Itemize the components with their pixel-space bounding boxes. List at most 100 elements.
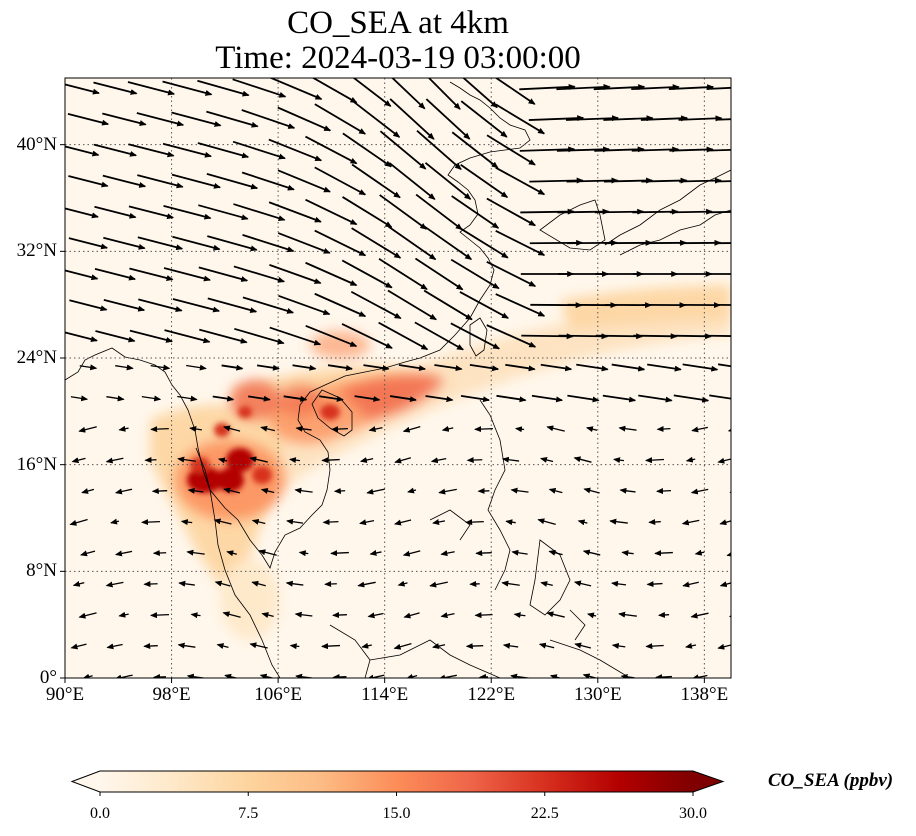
wind-arrow xyxy=(277,106,332,132)
wind-arrow xyxy=(631,84,680,91)
wind-arrow xyxy=(430,457,447,464)
wind-arrow xyxy=(546,425,565,432)
wind-arrow xyxy=(103,298,146,312)
wind-arrow xyxy=(102,112,147,126)
wind-arrow xyxy=(389,98,435,140)
wind-arrow xyxy=(621,550,634,557)
wind-arrow xyxy=(110,518,120,525)
wind-arrow xyxy=(118,425,129,432)
wind-arrow xyxy=(163,267,211,282)
wind-arrow xyxy=(681,519,700,526)
wind-arrow xyxy=(295,425,312,432)
wind-arrow xyxy=(431,643,446,649)
wind-arrow xyxy=(292,364,317,371)
wind-arrow xyxy=(268,201,322,223)
wind-arrow xyxy=(150,426,169,433)
wind-arrow xyxy=(150,364,171,371)
wind-arrow xyxy=(495,166,546,196)
wind-arrow xyxy=(440,612,455,619)
wind-arrow xyxy=(573,456,592,463)
wind-arrow xyxy=(129,329,174,343)
wind-arrow xyxy=(379,194,428,230)
wind-arrow xyxy=(260,487,275,494)
wind-arrow xyxy=(682,581,699,588)
wind-arrow xyxy=(459,291,509,319)
wind-arrow xyxy=(80,550,96,557)
lat-tick-label: 16°N xyxy=(16,453,57,475)
wind-arrow xyxy=(394,457,412,464)
wind-arrow xyxy=(305,261,358,287)
wind-arrow xyxy=(486,324,537,348)
wind-arrow xyxy=(537,518,556,525)
wind-arrow xyxy=(565,115,619,122)
wind-arrow xyxy=(486,197,537,227)
wind-arrow xyxy=(494,78,536,105)
wind-arrow xyxy=(425,98,471,140)
wind-arrow xyxy=(216,643,229,650)
wind-arrow xyxy=(95,330,136,343)
lon-tick-label: 138°E xyxy=(680,684,729,705)
wind-arrow xyxy=(475,550,492,557)
wind-arrow xyxy=(217,457,228,464)
wind-arrow xyxy=(669,208,714,215)
wind-arrow xyxy=(577,519,588,526)
wind-arrow xyxy=(573,580,592,587)
wind-arrow xyxy=(393,642,412,650)
wind-arrow xyxy=(682,363,719,372)
wind-arrow xyxy=(332,674,347,678)
wind-arrow xyxy=(450,322,501,350)
wind-arrow xyxy=(719,519,731,526)
wind-arrow xyxy=(172,298,221,313)
wind-arrow xyxy=(251,580,266,587)
wind-arrow xyxy=(708,334,731,337)
wind-arrow xyxy=(462,78,498,109)
wind-arrow xyxy=(81,488,95,494)
wind-arrow xyxy=(127,81,176,96)
wind-arrow xyxy=(180,519,193,526)
wind-arrow xyxy=(726,550,731,557)
wind-arrow xyxy=(510,487,529,494)
wind-arrow xyxy=(294,611,313,618)
wind-arrow xyxy=(685,456,696,463)
wind-arrow xyxy=(115,364,134,371)
lat-tick-label: 32°N xyxy=(16,240,57,262)
wind-arrow xyxy=(465,519,484,526)
wind-arrow xyxy=(106,643,123,650)
wind-arrow xyxy=(540,581,553,587)
wind-arrow xyxy=(249,642,268,649)
wind-arrow xyxy=(513,612,526,619)
colorbar-tick-label: 15.0 xyxy=(382,805,411,822)
wind-arrow xyxy=(78,426,97,433)
wind-arrow xyxy=(277,169,331,193)
wind-arrow xyxy=(389,395,417,403)
wind-arrow xyxy=(511,549,528,556)
colorbar-extend-min xyxy=(72,771,100,792)
wind-arrow xyxy=(618,611,637,618)
wind-arrow xyxy=(416,130,462,170)
wind-arrow xyxy=(162,142,212,158)
wind-arrow xyxy=(707,211,731,214)
wind-arrow xyxy=(269,264,322,284)
wind-arrow xyxy=(226,550,237,557)
wind-arrow xyxy=(256,364,280,371)
wind-arrow xyxy=(540,457,554,463)
wind-arrow xyxy=(136,112,185,127)
wind-arrow xyxy=(496,394,527,403)
wind-arrow xyxy=(582,673,599,678)
wind-arrow xyxy=(214,580,231,587)
wind-arrow xyxy=(397,580,408,587)
wind-arrow xyxy=(330,550,349,557)
wind-arrow xyxy=(670,333,713,340)
wind-arrow xyxy=(618,425,637,432)
wind-arrow xyxy=(341,259,393,289)
wind-arrow xyxy=(367,612,384,619)
wind-arrow xyxy=(459,227,509,259)
wind-arrow xyxy=(129,267,174,281)
wind-arrow xyxy=(354,395,381,402)
wind-arrow xyxy=(690,488,709,495)
wind-arrow xyxy=(79,364,98,371)
wind-arrow xyxy=(603,115,654,122)
wind-arrow xyxy=(582,549,601,556)
wind-arrow xyxy=(150,612,170,619)
wind-arrow xyxy=(609,518,628,525)
